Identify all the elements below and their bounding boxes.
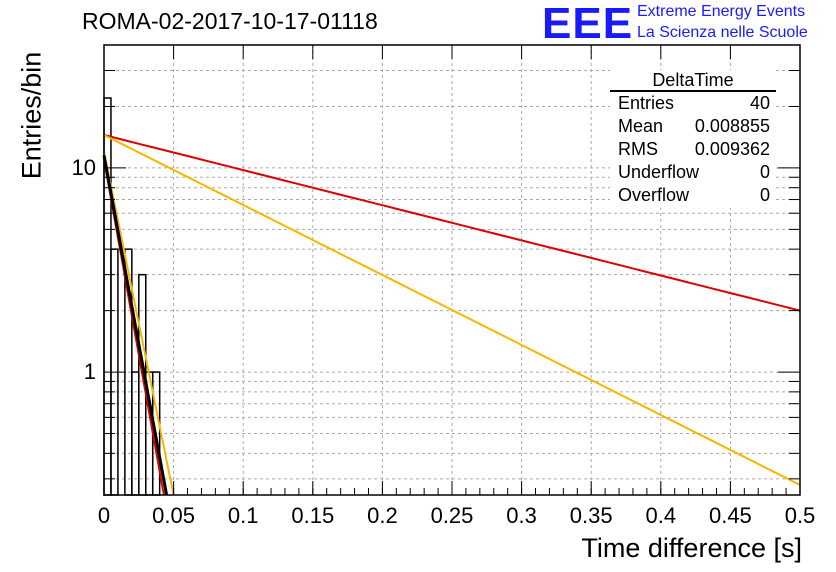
stats-value: 40 [749,93,770,113]
stats-row: Overflow 0 [618,184,770,206]
fit-curve [103,134,801,486]
x-tick-label: 0.5 [784,503,816,528]
stats-title: DeltaTime [610,70,776,92]
x-tick-label: 0.4 [645,503,677,528]
stats-row: RMS 0.009362 [618,138,770,160]
stats-value: 0 [759,162,770,182]
logo-subtitle-1: Extreme Energy Events [637,3,806,20]
stats-key: Underflow [618,162,700,182]
stats-key: Overflow [618,185,690,205]
eee-logo: EEE [542,0,634,48]
x-tick-label: 0.35 [569,503,613,528]
x-tick-label: 0.05 [152,503,196,528]
stats-key: Entries [618,93,675,113]
stats-key: Mean [618,116,664,136]
x-tick-label: 0.25 [430,503,474,528]
x-tick-label: 0.1 [227,503,259,528]
stats-row: Entries 40 [618,92,770,114]
fit-curve [103,134,801,312]
stats-key: RMS [618,139,658,159]
x-tick-label: 0.3 [506,503,537,528]
fit-curve [102,155,169,496]
stats-value: 0.009362 [694,139,770,159]
stats-row: Mean 0.008855 [618,115,770,137]
x-axis-label: Time difference [s] [581,533,802,563]
x-tick-label: 0.15 [291,503,335,528]
chart-title: ROMA-02-2017-10-17-01118 [82,8,378,34]
fit-curve [103,151,175,496]
y-axis-label: Entries/bin [16,51,47,180]
x-tick-label: 0.45 [708,503,752,528]
stats-box: DeltaTime Entries 40 Mean 0.008855 RMS 0… [610,70,776,208]
x-tick-label: 0 [97,503,111,528]
y-tick-label: 1 [83,359,96,385]
logo-subtitle-2: La Scienza nelle Scuole [637,24,808,41]
x-tick-label: 0.2 [367,503,398,528]
stats-row: Underflow 0 [618,161,770,183]
stats-value: 0.008855 [694,116,770,136]
y-tick-label: 10 [71,154,96,180]
stats-value: 0 [759,185,770,205]
